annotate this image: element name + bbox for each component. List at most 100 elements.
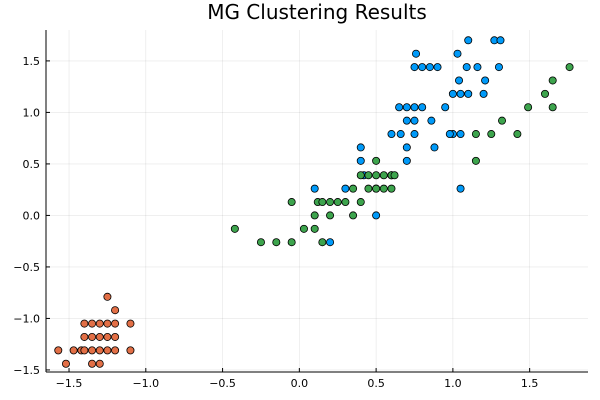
data-point <box>80 332 89 341</box>
data-point <box>441 103 450 112</box>
data-point <box>103 346 112 355</box>
data-point <box>287 198 296 207</box>
data-point <box>326 211 335 220</box>
data-point <box>230 224 239 233</box>
data-point <box>356 198 365 207</box>
data-point <box>471 156 480 165</box>
data-point <box>310 224 319 233</box>
data-point <box>111 306 120 315</box>
data-point <box>61 359 70 368</box>
data-point <box>111 332 120 341</box>
data-point <box>356 143 365 152</box>
data-point <box>126 346 135 355</box>
axes <box>45 30 588 373</box>
data-point <box>372 184 381 193</box>
data-point <box>498 116 507 125</box>
data-point <box>310 211 319 220</box>
x-tick-label: 1.5 <box>521 377 539 390</box>
data-point <box>453 49 462 58</box>
x-tick-label: −0.5 <box>209 377 236 390</box>
data-point <box>372 171 381 180</box>
y-tick-label: −0.5 <box>13 261 40 274</box>
data-point <box>455 76 464 85</box>
data-point <box>402 143 411 152</box>
data-point <box>402 103 411 112</box>
y-tick-label: 1.5 <box>23 55 41 68</box>
data-points <box>54 36 574 368</box>
series-1 <box>54 292 135 368</box>
data-point <box>95 346 104 355</box>
data-point <box>326 198 335 207</box>
data-point <box>256 238 265 247</box>
data-point <box>410 130 419 139</box>
data-point <box>448 89 457 98</box>
data-point <box>487 130 496 139</box>
data-point <box>372 211 381 220</box>
data-point <box>513 130 522 139</box>
data-point <box>126 319 135 328</box>
data-point <box>341 184 350 193</box>
data-point <box>88 346 97 355</box>
grid-lines <box>46 30 588 372</box>
data-point <box>318 198 327 207</box>
data-point <box>80 319 89 328</box>
data-point <box>333 198 342 207</box>
x-axis-ticks: −1.5 −1.0 −0.5 0.0 0.5 1.0 1.5 <box>56 368 539 390</box>
data-point <box>524 103 533 112</box>
data-point <box>326 238 335 247</box>
data-point <box>387 184 396 193</box>
y-tick-label: 1.0 <box>23 106 41 119</box>
data-point <box>341 198 350 207</box>
data-point <box>387 130 396 139</box>
data-point <box>433 63 442 72</box>
y-tick-label: −1.5 <box>13 364 40 377</box>
data-point <box>349 184 358 193</box>
data-point <box>462 63 471 72</box>
data-point <box>456 184 465 193</box>
data-point <box>299 224 308 233</box>
data-point <box>410 116 419 125</box>
data-point <box>456 89 465 98</box>
data-point <box>379 184 388 193</box>
data-point <box>80 346 89 355</box>
data-point <box>364 171 373 180</box>
data-point <box>548 103 557 112</box>
data-point <box>111 319 120 328</box>
data-point <box>310 184 319 193</box>
data-point <box>88 359 97 368</box>
data-point <box>494 63 503 72</box>
data-point <box>473 63 482 72</box>
data-point <box>287 238 296 247</box>
data-point <box>95 332 104 341</box>
data-point <box>427 116 436 125</box>
y-tick-label: 0.5 <box>23 158 41 171</box>
x-tick-label: 1.0 <box>444 377 462 390</box>
data-point <box>410 103 419 112</box>
data-point <box>69 346 78 355</box>
y-tick-label: 0.0 <box>23 209 41 222</box>
data-point <box>496 36 505 45</box>
data-point <box>364 184 373 193</box>
data-point <box>356 156 365 165</box>
data-point <box>349 211 358 220</box>
data-point <box>541 89 550 98</box>
data-point <box>318 238 327 247</box>
data-point <box>111 346 120 355</box>
data-point <box>412 49 421 58</box>
data-point <box>95 319 104 328</box>
data-point <box>464 36 473 45</box>
data-point <box>103 332 112 341</box>
data-point <box>272 238 281 247</box>
data-point <box>103 292 112 301</box>
data-point <box>479 89 488 98</box>
x-tick-label: 0.5 <box>367 377 385 390</box>
data-point <box>548 76 557 85</box>
x-tick-label: −1.0 <box>132 377 159 390</box>
data-point <box>456 130 465 139</box>
data-point <box>425 63 434 72</box>
data-point <box>471 130 480 139</box>
y-axis-ticks: −1.5 −1.0 −0.5 0.0 0.5 1.0 1.5 <box>13 55 50 377</box>
data-point <box>402 116 411 125</box>
data-point <box>372 156 381 165</box>
